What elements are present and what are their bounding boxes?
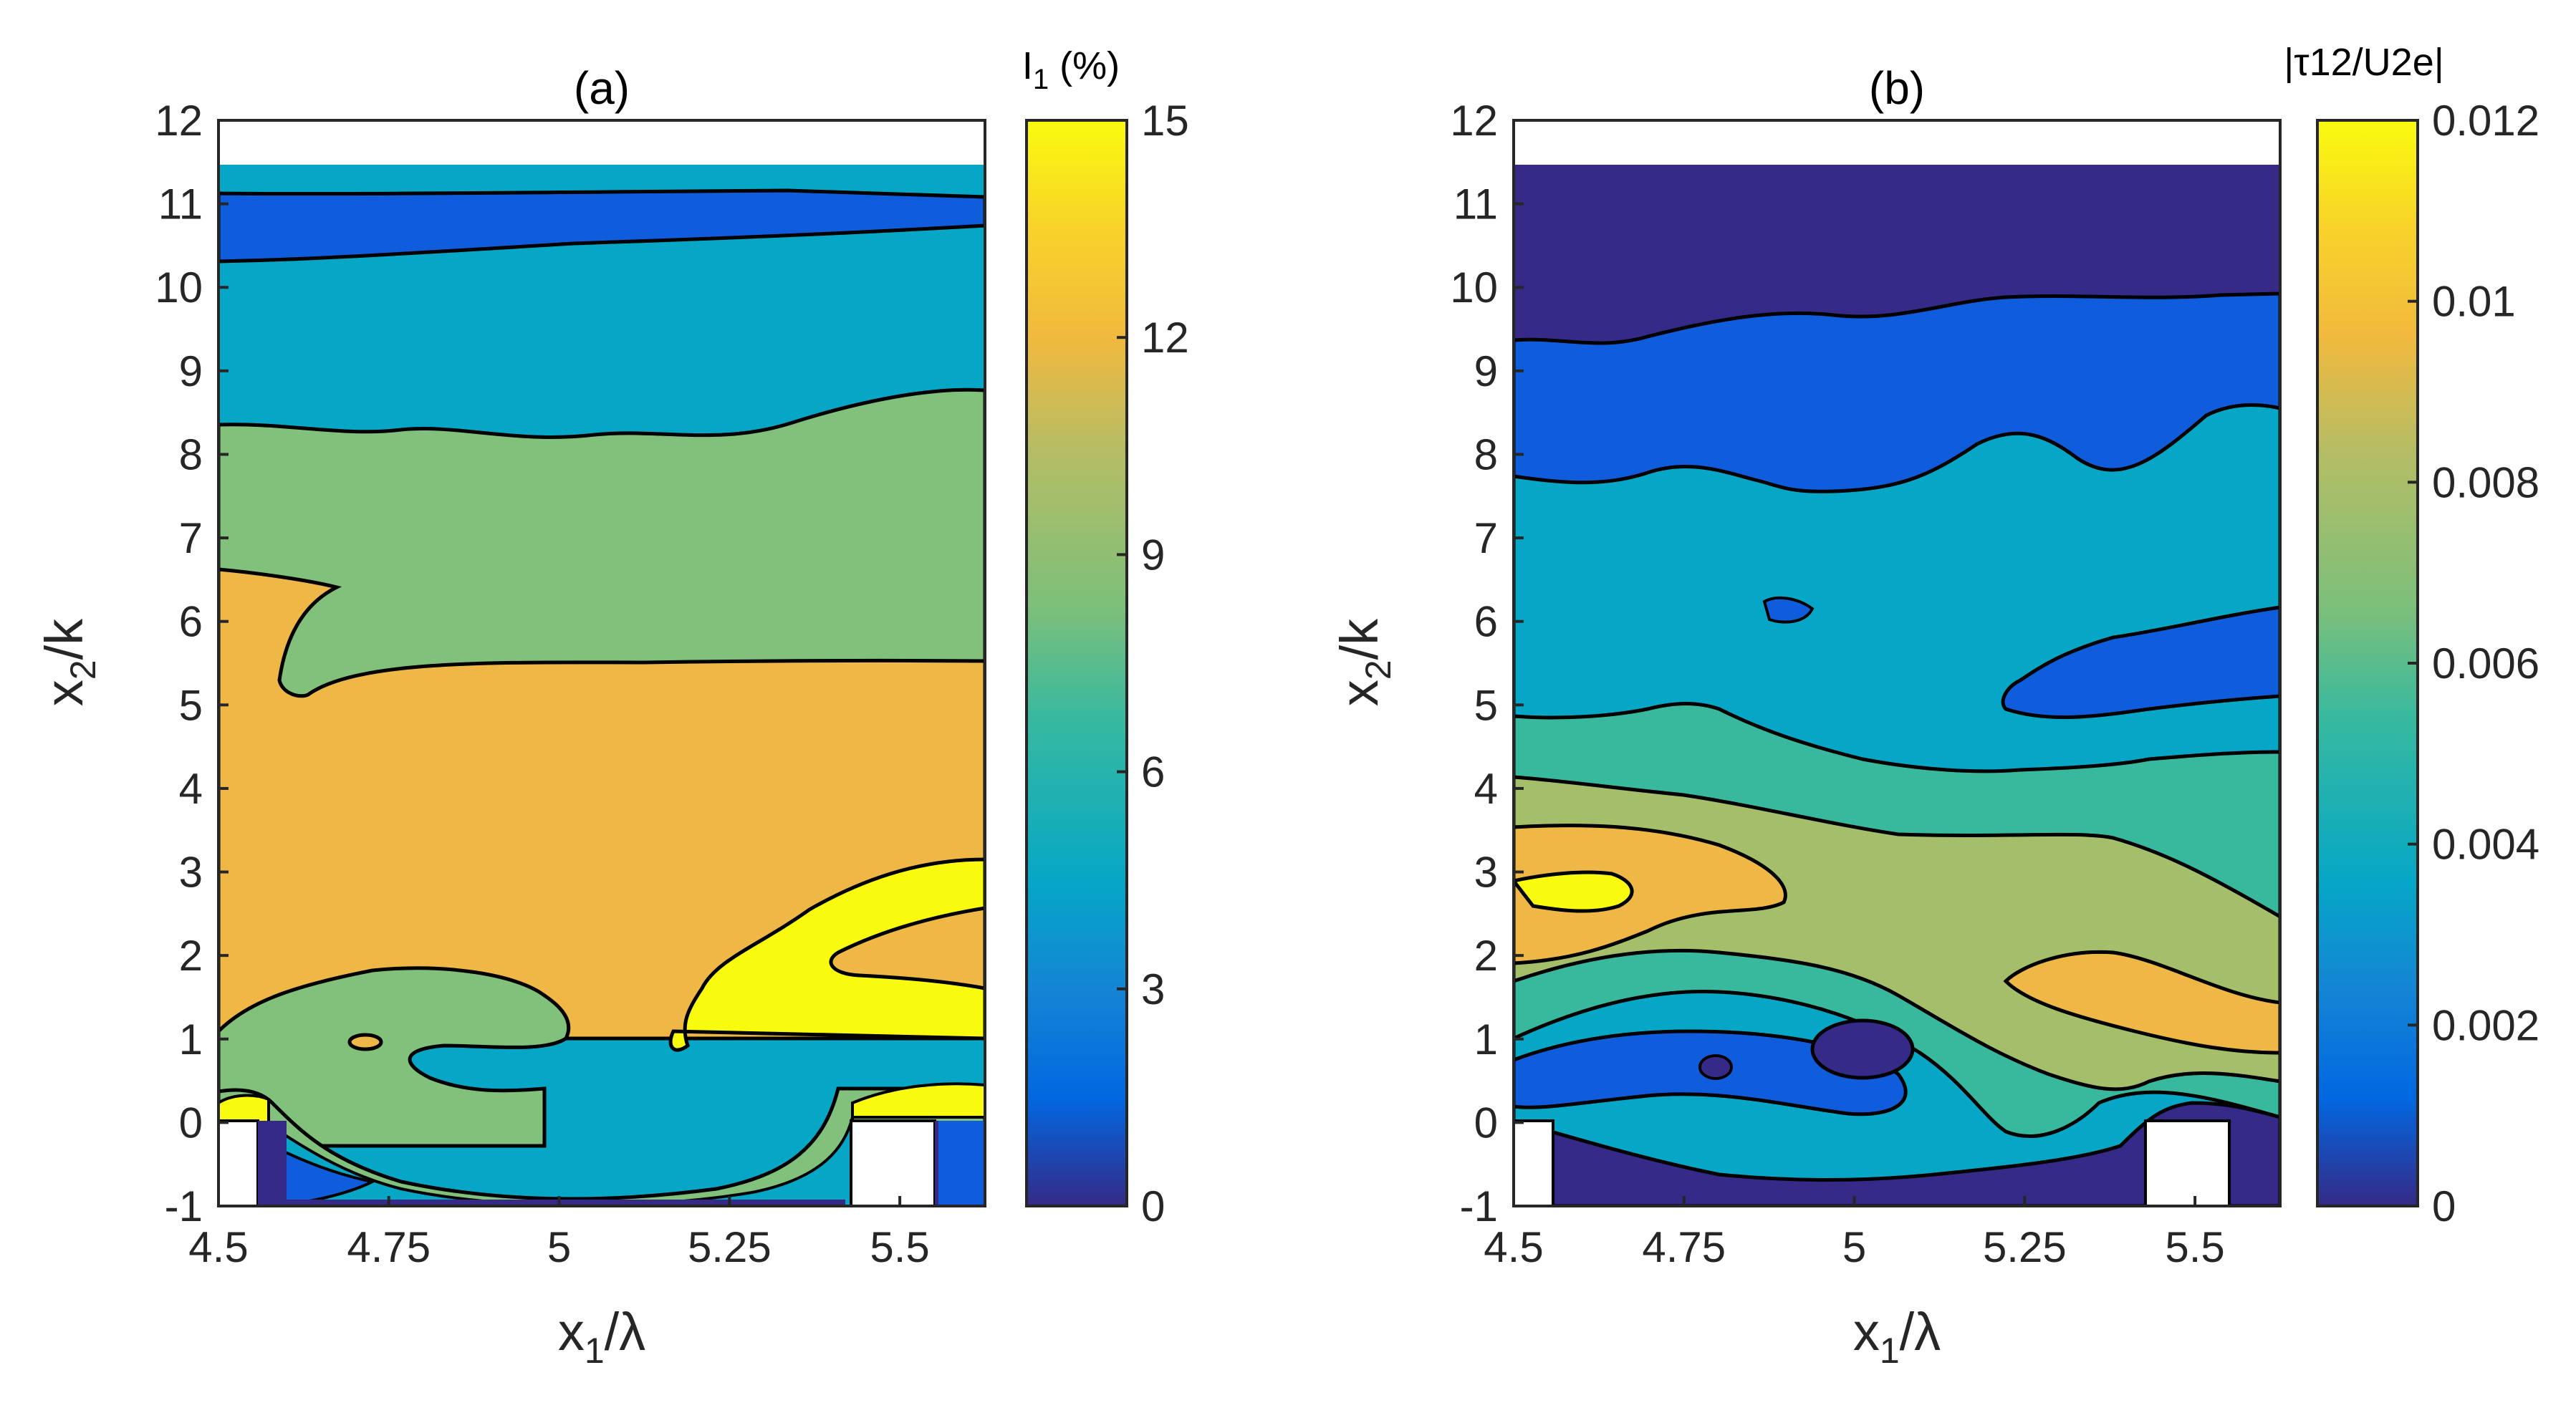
y-tick-label: 8	[179, 430, 203, 478]
region-b-l5-right	[2003, 950, 2280, 1055]
y-tick-label: 11	[158, 180, 203, 228]
panel-a-colorbar-label: I1 (%)	[1022, 44, 1120, 95]
roughness-block	[218, 1119, 259, 1206]
roughness-block	[850, 1119, 936, 1206]
y-tick-label: 11	[1453, 180, 1498, 228]
colorbar-tick-label: 0.012	[2432, 97, 2539, 145]
x-tick-label: 4.5	[1484, 1223, 1543, 1271]
y-tick-label: 5	[179, 681, 203, 729]
y-tick-label: 4	[179, 765, 203, 813]
panel-b-ylabel: x2/k	[1330, 618, 1398, 706]
region-a-l1-band	[218, 188, 985, 264]
region-a-l0-gap	[935, 1121, 938, 1206]
y-tick-label: 12	[1450, 97, 1498, 145]
panel-b-colorbar-ticks: 0 0.002 0.004 0.006 0.008 0.01 0.012	[2408, 97, 2539, 1230]
region-b-l0-bottom	[1514, 1101, 2280, 1206]
y-tick-label: 2	[179, 932, 203, 980]
region-a-l0-bottom	[287, 1200, 845, 1206]
panel-a-title: (a)	[574, 62, 630, 114]
x-tick-label: 5	[1842, 1223, 1866, 1271]
panel-a-xlabel: x1/λ	[558, 1302, 645, 1371]
region-b-l0-spot	[1810, 1018, 1915, 1080]
panel-b-contour-fill	[1514, 165, 2280, 1206]
y-tick-label: 6	[179, 598, 203, 646]
y-tick-label: 9	[179, 347, 203, 395]
x-tick-label: 5.25	[1983, 1223, 2067, 1271]
panel-b-colorbar-label: |τ12/U2e|	[2284, 41, 2444, 84]
panel-b-title: (b)	[1869, 62, 1925, 114]
y-tick-label: 10	[155, 264, 203, 312]
region-a-small-blob	[347, 1033, 383, 1051]
colorbar-tick-label: 12	[1141, 314, 1189, 362]
colorbar-tick-label: 6	[1141, 748, 1165, 796]
x-tick-label: 4.5	[188, 1223, 248, 1271]
colorbar-tick-label: 0.008	[2432, 458, 2539, 506]
region-a-l3-bottom	[218, 1086, 985, 1206]
y-tick-label: 8	[1474, 430, 1498, 478]
y-tick-label: 5	[1474, 681, 1498, 729]
colorbar-tick-label: 0	[2432, 1182, 2456, 1230]
colorbar-tick-label: 0.006	[2432, 640, 2539, 688]
colorbar-tick-label: 15	[1141, 97, 1189, 145]
colorbar-tick-label: 9	[1141, 531, 1165, 579]
y-tick-label: -1	[165, 1182, 203, 1230]
panel-a-colorbar-ticks: 0 3 6 9 12 15	[1117, 97, 1189, 1230]
region-a-l0-gap	[258, 1121, 287, 1206]
y-tick-label: 2	[1474, 932, 1498, 980]
panel-a-colorbar	[1025, 119, 1128, 1207]
roughness-block	[2144, 1119, 2231, 1206]
x-tick-label: 5.5	[2165, 1223, 2224, 1271]
colorbar-tick-label: 0.004	[2432, 821, 2539, 869]
x-tick-label: 4.75	[347, 1223, 431, 1271]
colorbar-tick-label: 0.01	[2432, 278, 2516, 326]
region-b-l1-spot	[1762, 596, 1815, 624]
region-a-l4-inner	[829, 906, 985, 990]
y-tick-label: 7	[179, 514, 203, 562]
y-tick-label: 1	[1474, 1016, 1498, 1064]
region-b-l6	[1514, 870, 1634, 913]
y-tick-label: 0	[1474, 1099, 1498, 1147]
y-tick-label: 0	[179, 1099, 203, 1147]
panel-b-colorbar	[2316, 119, 2419, 1207]
panel-a-contour-fill	[218, 165, 985, 1206]
panel-b-axes-box	[1512, 119, 2282, 1207]
x-tick-label: 5	[547, 1223, 571, 1271]
y-tick-label: 6	[1474, 598, 1498, 646]
panel-a-axes-box	[217, 119, 986, 1207]
region-a-top	[218, 165, 985, 191]
colorbar-tick-label: 0	[1141, 1182, 1165, 1230]
y-tick-label: 7	[1474, 514, 1498, 562]
region-b-l5	[1514, 824, 1787, 965]
y-tick-label: 12	[155, 97, 203, 145]
colorbar-tick-label: 0.002	[2432, 1001, 2539, 1049]
x-tick-label: 5.5	[870, 1223, 929, 1271]
y-tick-label: 3	[1474, 849, 1498, 897]
y-tick-label: 10	[1450, 264, 1498, 312]
panel-a-ylabel: x2/k	[34, 618, 103, 706]
x-tick-label: 4.75	[1642, 1223, 1726, 1271]
region-b-l0-spot	[1698, 1054, 1733, 1080]
panel-b-xlabel: x1/λ	[1853, 1302, 1941, 1371]
region-a-right-edge	[938, 1121, 985, 1206]
y-tick-label: 9	[1474, 347, 1498, 395]
region-a-l5-left	[218, 1094, 270, 1126]
x-tick-label: 5.25	[688, 1223, 772, 1271]
y-tick-label: 4	[1474, 765, 1498, 813]
region-a-l5-blob	[668, 857, 985, 1052]
y-tick-label: 1	[179, 1016, 203, 1064]
roughness-block	[1514, 1119, 1554, 1206]
y-tick-label: 3	[179, 849, 203, 897]
region-b-l1-island	[2001, 605, 2280, 720]
y-tick-label: -1	[1460, 1182, 1498, 1230]
colorbar-tick-label: 3	[1141, 965, 1165, 1013]
region-a-l3-tongue	[218, 966, 571, 1148]
